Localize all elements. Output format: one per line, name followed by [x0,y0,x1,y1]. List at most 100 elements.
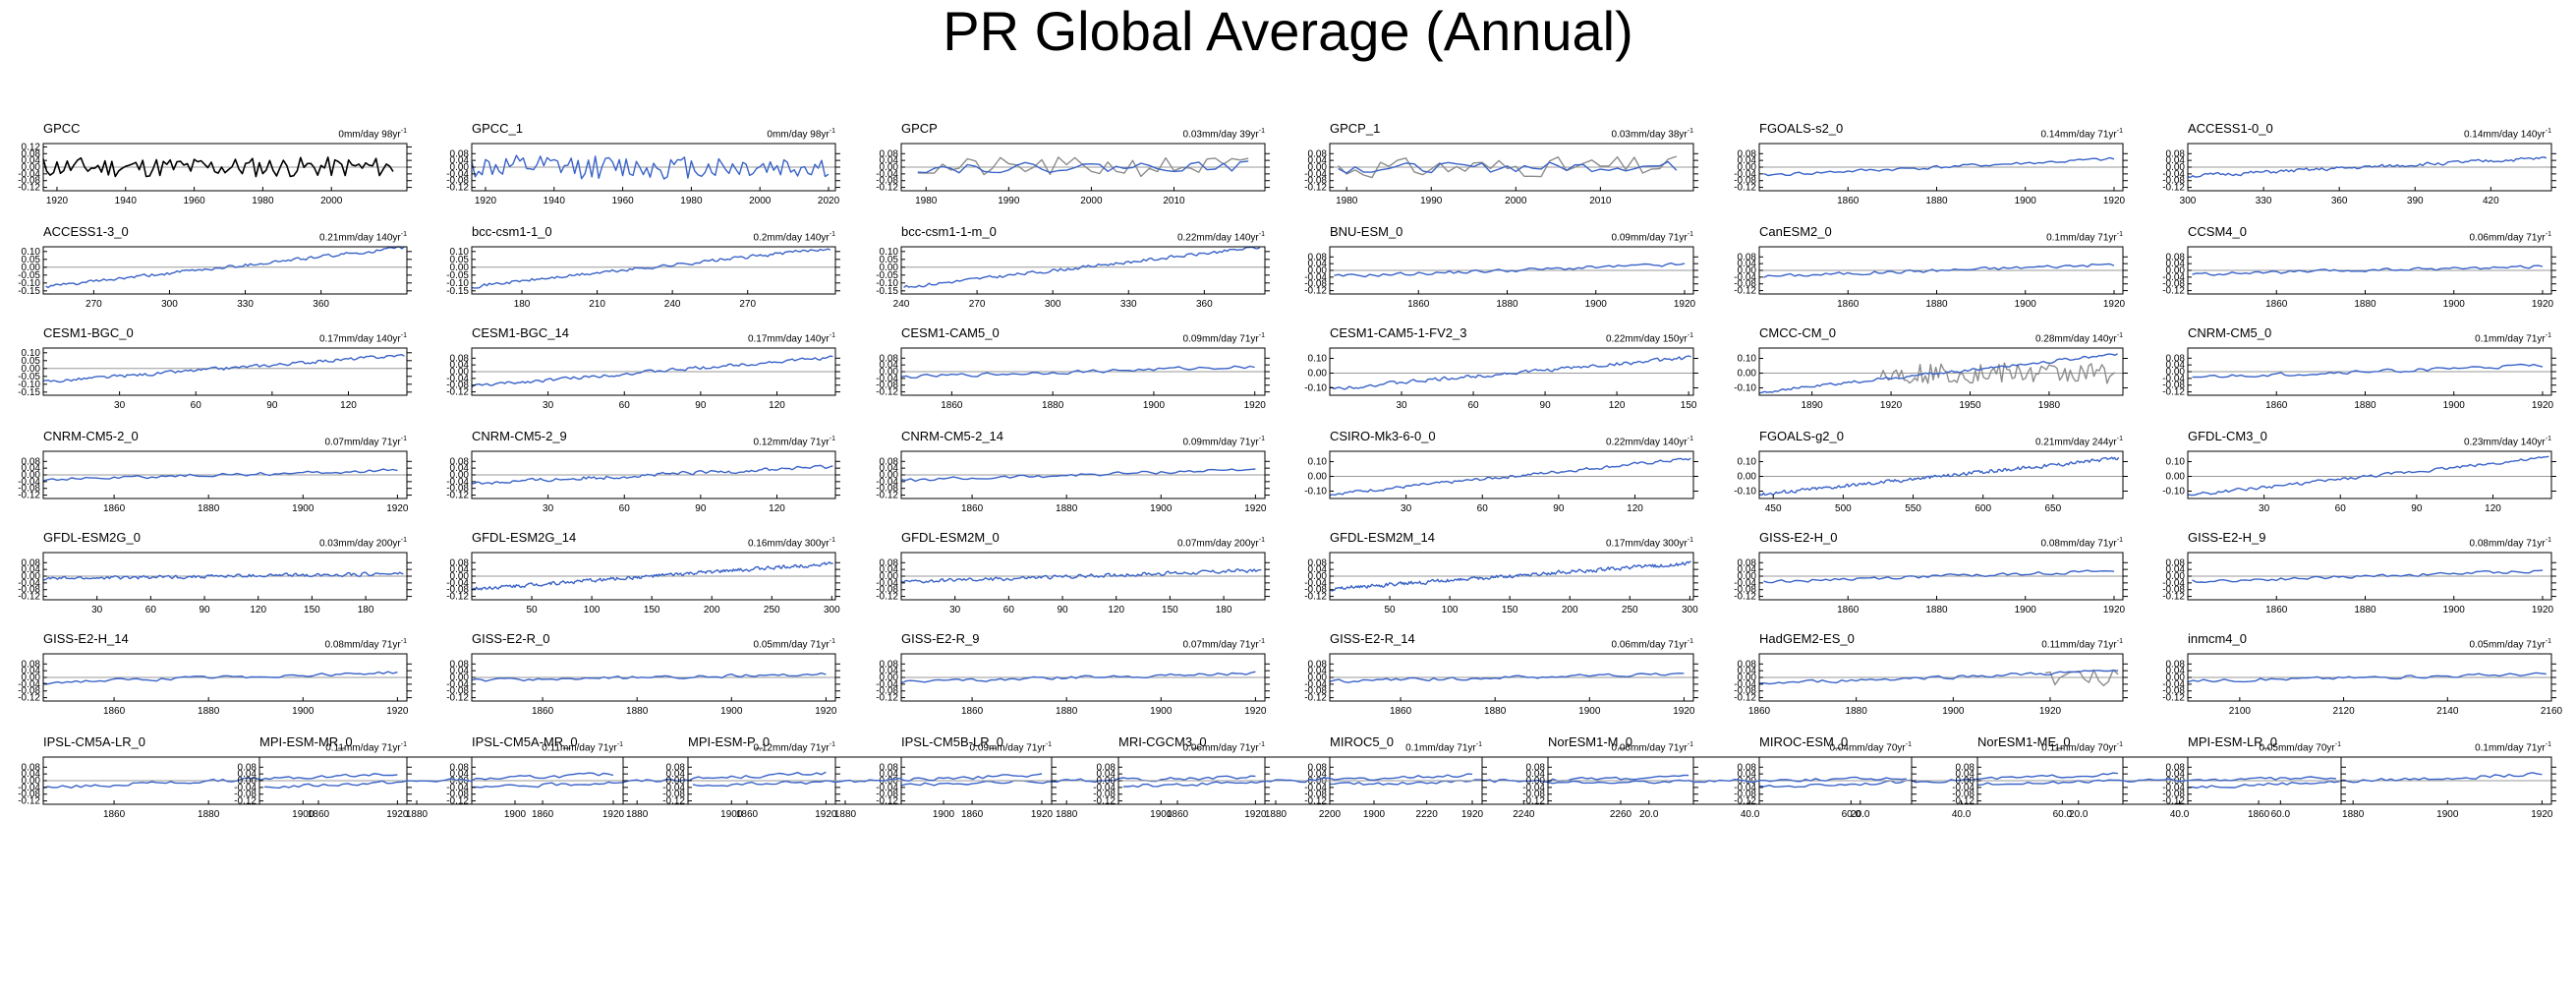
y-tick-label: -0.08 [1734,585,1756,596]
y-tick-label: 0.00 [450,263,470,273]
panel-trend-label: 0.07mm/day 200yr-1 [1177,535,1265,550]
trend-exponent: -1 [829,128,835,135]
trend-exponent: -1 [1258,332,1265,339]
x-tick-label: 330 [2256,196,2272,206]
y-tick-label: 0.00 [880,162,899,173]
panel-trend-label: 0.07mm/day 71yr-1 [1183,636,1266,651]
chart-plot: 0.100.050.00-0.05-0.10-0.15 270 300 330 360 [18,246,412,310]
chart-plot: 0.100.050.00-0.05-0.10-0.15 240 270 300 330 3… [876,246,1270,310]
series-line [1758,670,2119,685]
trend-value: 0.06mm/day 71yr [1182,742,1259,754]
chart-panel: CESM1-BGC_0 0.17mm/day 140yr-1 0.10 0.05 0.0… [18,322,412,419]
x-tick-label: 2140 [2436,706,2459,717]
series-line [42,773,398,789]
x-tick-label: 1880 [1925,299,1948,310]
y-tick-label: 0.00 [450,367,470,378]
y-tick-label: -0.12 [18,796,40,807]
panel-trend-label: 0.16mm/day 300yr-1 [748,535,835,550]
y-tick-label: -0.04 [1734,783,1756,793]
y-tick-label: 0.08 [1738,252,1757,263]
y-tick-label: 0.04 [666,769,686,780]
plot-frame [1329,450,1694,499]
trend-exponent: -1 [2116,128,2123,135]
y-tick-label: 0.04 [2166,259,2186,269]
x-tick-label: 1900 [720,706,743,717]
y-tick-label: 0.10 [880,247,899,258]
y-tick-label: 0.05 [450,255,470,265]
x-tick-label: 60 [1477,503,1489,514]
x-tick-label: 100 [1442,605,1459,615]
y-tick-label: -0.08 [1734,279,1756,290]
trend-exponent: -1 [1687,231,1693,238]
panel-title: CESM1-CAM5-1-FV2_3 [1330,325,1467,340]
y-tick-label: 0.08 [22,148,41,159]
chart-panel: MRI-CGCM3_0 0.1mm/day 71yr-1 0.08 0.04 0.00-… [1093,732,1487,828]
panel-trend-label: 0.1mm/day 71yr-1 [1405,739,1482,754]
x-tick-label: 90 [266,400,278,411]
y-tick-label: -0.04 [876,783,898,793]
x-tick-label: 1960 [183,196,205,206]
series-line [1329,457,1691,497]
y-tick-label: 0.00 [2166,367,2186,378]
x-tick-label: 1920 [1244,503,1267,514]
x-tick-label: 2000 [749,196,772,206]
x-tick-label: 2000 [1080,196,1103,206]
y-tick-label: 0.04 [1738,564,1757,575]
chart-panel: GFDL-ESM2M_0 0.07mm/day 200yr-1 0.08 0.04 0.… [876,527,1270,623]
panel-trend-label: 0.08mm/day 71yr-1 [2041,535,2124,550]
trend-value: 0.1mm/day 71yr [1405,742,1476,754]
x-tick-label: 1920 [1031,809,1054,820]
y-tick-label: 0.00 [22,263,41,273]
panel-title: GPCP [901,121,938,136]
y-tick-label: -0.12 [876,592,898,603]
trend-exponent: -1 [1475,741,1482,748]
y-tick-label: -0.05 [18,270,40,281]
y-tick-label: -0.12 [18,592,40,603]
y-tick-label: 0.00 [450,571,470,582]
x-tick-label: 1900 [1150,809,1173,820]
x-tick-label: 200 [704,605,720,615]
y-tick-label: -0.08 [18,790,40,800]
trend-value: 0.06mm/day 71yr [1611,742,1688,754]
chart-plot: 0.100.050.00-0.05-0.10-0.15 30 60 90 120 [18,347,412,411]
series-line [2192,264,2544,276]
series-line [2192,363,2544,379]
y-tick-label: -0.12 [2162,387,2185,398]
y-tick-label: -0.12 [1734,592,1756,603]
x-tick-label: 1920 [1880,400,1903,411]
x-tick-label: 1860 [1167,809,1189,820]
x-tick-label: 330 [237,299,254,310]
y-tick-label: -0.12 [1734,183,1756,194]
x-tick-label: 1860 [1837,605,1860,615]
y-tick-label: -0.12 [662,796,685,807]
trend-value: 0.17mm/day 140yr [747,333,830,345]
trend-value: 0.12mm/day 71yr [753,437,830,448]
series-line [471,464,833,485]
x-tick-label: 1880 [2354,400,2376,411]
y-tick-label: 0.00 [1308,162,1328,173]
y-tick-label: 0.00 [1738,472,1757,483]
panel-trend-label: 0.04mm/day 70yr-1 [1830,739,1913,754]
y-tick-label: -0.08 [446,686,469,697]
y-tick-label: -0.08 [18,585,40,596]
y-tick-label: -0.08 [1734,790,1756,800]
x-tick-label: 390 [2407,196,2424,206]
trend-value: 0.23mm/day 140yr [2463,437,2546,448]
x-tick-label: 1880 [2354,299,2376,310]
y-tick-label: 0.08 [1738,659,1757,670]
panel-trend-label: 0.08mm/day 71yr-1 [2470,535,2552,550]
y-tick-label: -0.08 [2162,381,2185,391]
x-tick-label: 1900 [1143,400,1166,411]
y-tick-label: -0.04 [18,578,40,589]
y-tick-label: -0.10 [1304,487,1327,498]
y-tick-label: 0.04 [2166,360,2186,371]
trend-value: 0.03mm/day 200yr [318,538,401,550]
trend-exponent: -1 [2116,537,2123,544]
y-tick-label: 0.08 [1738,148,1757,159]
y-tick-label: 0.08 [1738,762,1757,773]
y-tick-label: -0.04 [18,169,40,180]
